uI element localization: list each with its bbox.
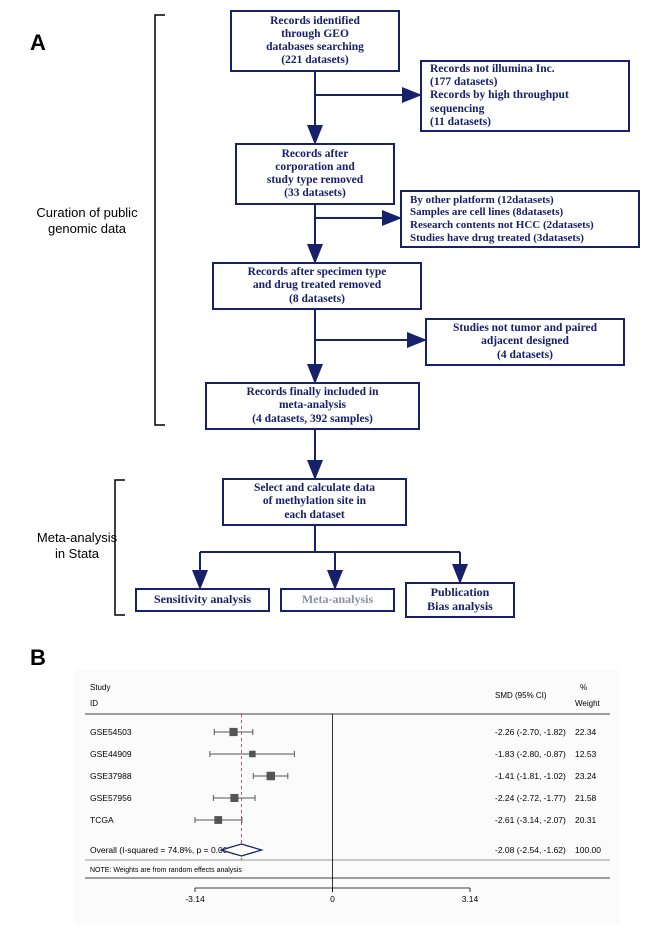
side-label-sl2: Meta-analysisin Stata [22, 530, 132, 561]
panel-a-label: A [30, 30, 46, 56]
svg-text:Overall (I-squared = 74.8%, p: Overall (I-squared = 74.8%, p = 0.003) [90, 845, 235, 855]
svg-text:%: % [580, 683, 587, 692]
svg-text:21.58: 21.58 [575, 793, 597, 803]
side-label-sl1: Curation of publicgenomic data [22, 205, 152, 236]
svg-text:ID: ID [90, 699, 98, 708]
flowchart-box-b8: Select and calculate dataof methylation … [222, 478, 407, 526]
flowchart-box-b11: PublicationBias analysis [405, 582, 515, 618]
svg-text:TCGA: TCGA [90, 815, 114, 825]
svg-text:-1.83 (-2.80, -0.87): -1.83 (-2.80, -0.87) [495, 749, 566, 759]
flowchart-box-b2: Records not illumina Inc.(177 datasets)R… [420, 60, 630, 132]
svg-text:20.31: 20.31 [575, 815, 597, 825]
panel-b-forestplot: B Study ID SMD (95% CI)% Weight GSE54503 -2.2… [0, 640, 650, 935]
svg-text:GSE37988: GSE37988 [90, 771, 132, 781]
svg-text:GSE57956: GSE57956 [90, 793, 132, 803]
svg-text:-3.14: -3.14 [185, 894, 205, 904]
svg-text:-2.24 (-2.72, -1.77): -2.24 (-2.72, -1.77) [495, 793, 566, 803]
svg-text:SMD (95% CI): SMD (95% CI) [495, 691, 547, 700]
svg-text:0: 0 [330, 894, 335, 904]
panel-a-flowchart: A Records identifiedthrough GEOdatabases… [0, 0, 650, 640]
flowchart-box-b5: Records after specimen typeand drug trea… [212, 262, 422, 310]
svg-text:23.24: 23.24 [575, 771, 597, 781]
flowchart-box-b1: Records identifiedthrough GEOdatabases s… [230, 10, 400, 72]
svg-text:-2.26 (-2.70, -1.82): -2.26 (-2.70, -1.82) [495, 727, 566, 737]
svg-text:Study: Study [90, 683, 110, 692]
flowchart-box-b4: By other platform (12datasets)Samples ar… [400, 190, 640, 248]
flowchart-box-b6: Studies not tumor and pairedadjacent des… [425, 318, 625, 366]
svg-text:100.00: 100.00 [575, 845, 601, 855]
svg-text:GSE44909: GSE44909 [90, 749, 132, 759]
flowchart-box-b10: Meta-analysis [280, 588, 395, 612]
flowchart-box-b3: Records aftercorporation andstudy type r… [235, 143, 395, 205]
svg-text:3.14: 3.14 [462, 894, 479, 904]
svg-text:-1.41 (-1.81, -1.02): -1.41 (-1.81, -1.02) [495, 771, 566, 781]
svg-text:NOTE: Weights are from random: NOTE: Weights are from random effects an… [90, 867, 242, 874]
svg-text:-2.08 (-2.54, -1.62): -2.08 (-2.54, -1.62) [495, 845, 566, 855]
svg-text:-2.61 (-3.14, -2.07): -2.61 (-3.14, -2.07) [495, 815, 566, 825]
panel-b-label: B [30, 645, 46, 671]
flowchart-box-b9: Sensitivity analysis [135, 588, 270, 612]
svg-text:22.34: 22.34 [575, 727, 597, 737]
flowchart-box-b7: Records finally included inmeta-analysis… [205, 382, 420, 430]
svg-text:Weight: Weight [575, 699, 601, 708]
svg-text:12.53: 12.53 [575, 749, 597, 759]
svg-text:GSE54503: GSE54503 [90, 727, 132, 737]
forest-plot-area: Study ID SMD (95% CI)% Weight GSE54503 -2.26 … [75, 670, 620, 925]
